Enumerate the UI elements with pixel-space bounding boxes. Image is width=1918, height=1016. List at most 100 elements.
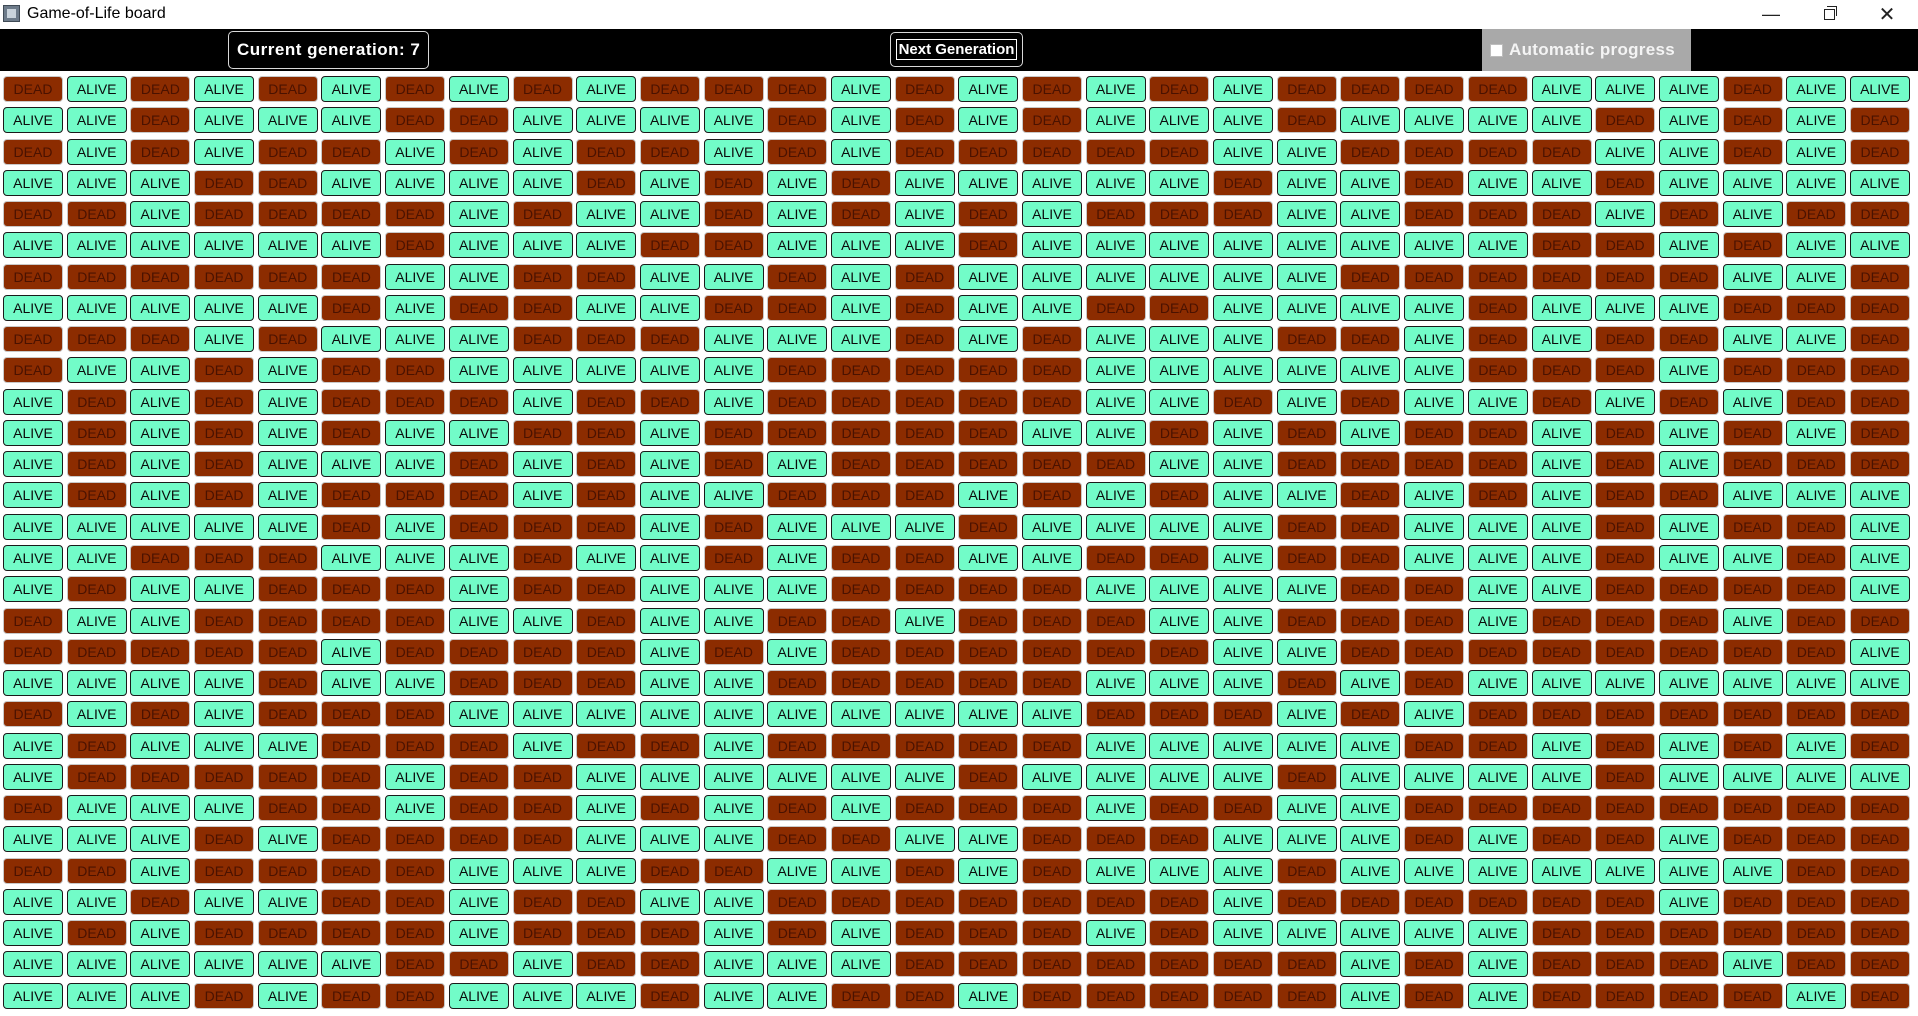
cell-button[interactable]: ALIVE [639,451,700,478]
cell-button[interactable]: ALIVE [1722,388,1783,415]
cell-button[interactable]: DEAD [830,169,891,196]
cell-button[interactable]: DEAD [130,263,191,290]
cell-button[interactable]: DEAD [1340,326,1401,353]
cell-button[interactable]: DEAD [894,670,955,697]
cell-button[interactable]: ALIVE [194,326,255,353]
cell-button[interactable]: ALIVE [703,357,764,384]
cell-button[interactable]: DEAD [257,263,318,290]
cell-button[interactable]: ALIVE [1658,232,1719,259]
cell-button[interactable]: ALIVE [1786,670,1847,697]
cell-button[interactable]: ALIVE [3,482,63,509]
cell-button[interactable]: ALIVE [767,857,828,884]
cell-button[interactable]: ALIVE [576,107,637,134]
cell-button[interactable]: ALIVE [1213,451,1274,478]
cell-button[interactable]: DEAD [194,388,255,415]
cell-button[interactable]: DEAD [1849,138,1910,165]
cell-button[interactable]: DEAD [321,826,382,853]
cell-button[interactable]: DEAD [1404,826,1465,853]
cell-button[interactable]: ALIVE [639,638,700,665]
cell-button[interactable]: ALIVE [385,670,446,697]
cell-button[interactable]: DEAD [257,607,318,634]
cell-button[interactable]: ALIVE [130,388,191,415]
cell-button[interactable]: ALIVE [1340,732,1401,759]
cell-button[interactable]: ALIVE [1213,76,1274,102]
cell-button[interactable]: ALIVE [1340,951,1401,978]
cell-button[interactable]: DEAD [894,920,955,947]
cell-button[interactable]: ALIVE [1276,263,1337,290]
cell-button[interactable]: DEAD [703,232,764,259]
cell-button[interactable]: ALIVE [958,982,1019,1009]
cell-button[interactable]: ALIVE [130,982,191,1009]
cell-button[interactable]: DEAD [1340,451,1401,478]
cell-button[interactable]: DEAD [66,451,127,478]
cell-button[interactable]: ALIVE [767,513,828,540]
cell-button[interactable]: ALIVE [448,607,509,634]
cell-button[interactable]: DEAD [1658,263,1719,290]
cell-button[interactable]: ALIVE [130,513,191,540]
cell-button[interactable]: DEAD [257,76,318,102]
cell-button[interactable]: ALIVE [1276,357,1337,384]
cell-button[interactable]: ALIVE [830,513,891,540]
cell-button[interactable]: DEAD [512,201,573,228]
cell-button[interactable]: ALIVE [1213,544,1274,571]
cell-button[interactable]: DEAD [576,419,637,446]
cell-button[interactable]: ALIVE [194,701,255,728]
cell-button[interactable]: DEAD [1658,201,1719,228]
cell-button[interactable]: ALIVE [194,795,255,822]
cell-button[interactable]: ALIVE [1276,920,1337,947]
cell-button[interactable]: DEAD [1404,451,1465,478]
cell-button[interactable]: DEAD [1404,732,1465,759]
cell-button[interactable]: DEAD [1849,888,1910,915]
cell-button[interactable]: DEAD [958,607,1019,634]
cell-button[interactable]: DEAD [894,544,955,571]
cell-button[interactable]: DEAD [830,638,891,665]
cell-button[interactable]: ALIVE [1404,513,1465,540]
cell-button[interactable]: ALIVE [1149,107,1210,134]
cell-button[interactable]: ALIVE [448,888,509,915]
cell-button[interactable]: DEAD [1722,795,1783,822]
cell-button[interactable]: DEAD [1340,263,1401,290]
cell-button[interactable]: ALIVE [894,607,955,634]
cell-button[interactable]: DEAD [385,638,446,665]
cell-button[interactable]: DEAD [1467,732,1528,759]
cell-button[interactable]: ALIVE [1340,920,1401,947]
cell-button[interactable]: DEAD [1531,357,1592,384]
cell-button[interactable]: ALIVE [1467,920,1528,947]
cell-button[interactable]: DEAD [639,857,700,884]
cell-button[interactable]: ALIVE [1658,732,1719,759]
cell-button[interactable]: DEAD [1022,888,1082,915]
cell-button[interactable]: DEAD [3,857,63,884]
cell-button[interactable]: ALIVE [3,388,63,415]
cell-button[interactable]: ALIVE [1467,388,1528,415]
cell-button[interactable]: ALIVE [385,419,446,446]
cell-button[interactable]: DEAD [639,795,700,822]
cell-button[interactable]: DEAD [830,670,891,697]
cell-button[interactable]: DEAD [1531,263,1592,290]
cell-button[interactable]: ALIVE [576,76,637,102]
cell-button[interactable]: ALIVE [639,482,700,509]
close-button[interactable]: ✕ [1858,0,1916,29]
cell-button[interactable]: DEAD [1849,795,1910,822]
cell-button[interactable]: DEAD [66,638,127,665]
cell-button[interactable]: DEAD [1276,888,1337,915]
cell-button[interactable]: ALIVE [1085,107,1146,134]
cell-button[interactable]: DEAD [767,357,828,384]
cell-button[interactable]: ALIVE [3,294,63,321]
cell-button[interactable]: DEAD [703,419,764,446]
cell-button[interactable]: DEAD [639,326,700,353]
cell-button[interactable]: DEAD [512,513,573,540]
cell-button[interactable]: DEAD [385,920,446,947]
cell-button[interactable]: DEAD [1722,826,1783,853]
cell-button[interactable]: ALIVE [321,326,382,353]
cell-button[interactable]: DEAD [958,795,1019,822]
cell-button[interactable]: ALIVE [1085,357,1146,384]
cell-button[interactable]: DEAD [1340,513,1401,540]
cell-button[interactable]: DEAD [321,732,382,759]
cell-button[interactable]: ALIVE [3,982,63,1009]
cell-button[interactable]: ALIVE [958,107,1019,134]
cell-button[interactable]: ALIVE [257,982,318,1009]
cell-button[interactable]: ALIVE [1658,826,1719,853]
cell-button[interactable]: DEAD [1149,294,1210,321]
cell-button[interactable]: ALIVE [1340,169,1401,196]
cell-button[interactable]: ALIVE [257,451,318,478]
